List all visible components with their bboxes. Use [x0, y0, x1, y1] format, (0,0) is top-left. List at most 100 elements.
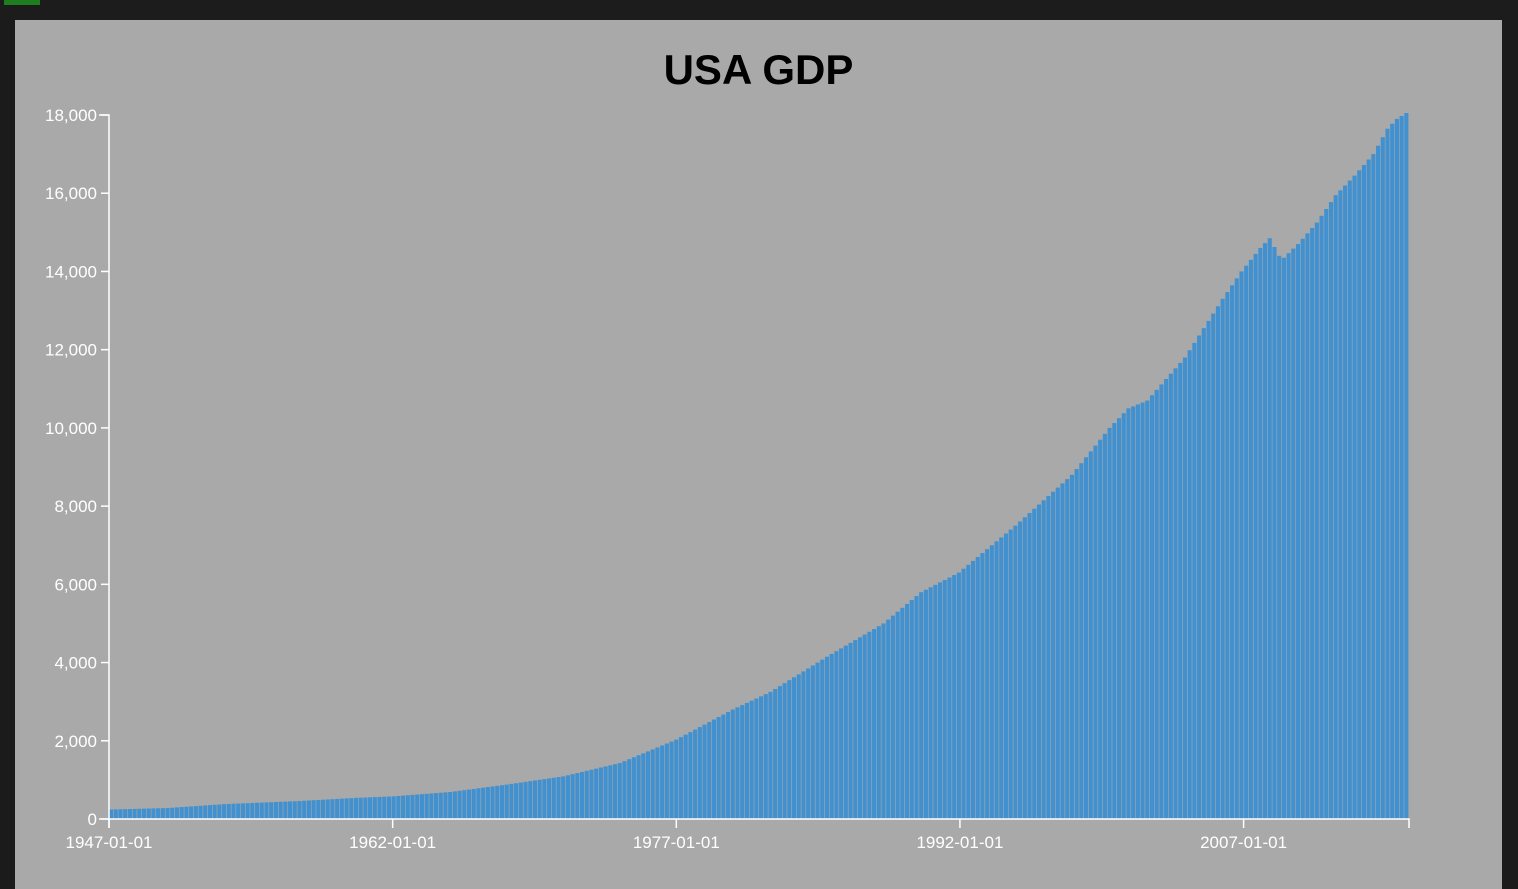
bar — [636, 755, 641, 819]
bar — [707, 722, 712, 819]
bar — [1060, 483, 1065, 819]
bar — [306, 800, 311, 819]
bar — [763, 694, 768, 819]
bar — [429, 793, 434, 819]
bar — [1258, 247, 1263, 820]
bar — [160, 808, 165, 819]
bar — [1036, 504, 1042, 819]
bar — [598, 767, 603, 819]
bar — [1013, 525, 1018, 819]
bar — [711, 719, 717, 819]
bar — [1159, 384, 1164, 819]
bar — [1032, 508, 1037, 819]
bar — [189, 806, 194, 819]
bar — [1371, 154, 1376, 820]
bar — [641, 753, 646, 819]
bar — [316, 799, 321, 819]
bar — [1305, 233, 1310, 819]
y-tick-label: 18,000 — [45, 106, 97, 125]
bar — [339, 798, 344, 819]
bar — [900, 607, 905, 819]
bar — [471, 788, 476, 819]
bar — [1079, 463, 1084, 819]
bar — [561, 776, 566, 819]
bar — [759, 696, 764, 819]
bar — [222, 804, 227, 819]
bar — [791, 677, 797, 819]
y-tick-label: 12,000 — [45, 341, 97, 360]
bar — [909, 600, 914, 819]
bar — [448, 792, 453, 819]
chart-svg: 0 2,000 4,000 6,000 8,000 10,000 12,000 14,000 1… — [45, 106, 1410, 852]
bar — [499, 785, 505, 819]
bar — [278, 801, 283, 819]
bar — [311, 800, 316, 819]
bar — [1164, 379, 1169, 819]
bar — [273, 801, 278, 819]
bar — [970, 560, 976, 819]
x-tick-label: 2007-01-01 — [1200, 833, 1287, 852]
x-tick-label: 1977-01-01 — [633, 833, 720, 852]
bar — [1376, 145, 1381, 820]
bar — [156, 808, 161, 819]
bar — [872, 629, 877, 819]
bar — [528, 781, 533, 819]
bar — [608, 765, 613, 819]
bar — [1390, 123, 1395, 819]
bar — [207, 805, 213, 819]
bar — [1098, 439, 1103, 819]
bar — [1267, 238, 1272, 819]
bar — [118, 809, 123, 819]
x-tick-label: 1992-01-01 — [916, 833, 1003, 852]
bar — [1385, 128, 1390, 819]
bar — [697, 727, 702, 819]
bar — [325, 799, 330, 819]
bar — [1230, 285, 1235, 819]
bar — [1399, 115, 1404, 820]
bar — [1201, 328, 1206, 819]
y-tick-label: 2,000 — [54, 732, 97, 751]
bar — [937, 582, 943, 819]
bar — [740, 705, 745, 819]
bar — [174, 807, 180, 819]
bar — [853, 640, 858, 819]
bar — [716, 717, 721, 819]
bar — [1239, 271, 1244, 819]
bar — [660, 745, 665, 819]
bar — [862, 634, 867, 819]
bar — [627, 759, 632, 819]
bar — [1286, 253, 1291, 820]
bar — [1126, 408, 1131, 819]
bar — [434, 793, 439, 819]
bar — [787, 680, 792, 819]
bar — [575, 773, 580, 819]
bar — [320, 799, 326, 819]
bar — [203, 805, 208, 819]
bar — [113, 809, 118, 819]
bar — [462, 790, 467, 819]
bar — [1022, 517, 1027, 819]
bar — [1069, 474, 1074, 819]
bar — [377, 796, 382, 819]
bar — [1051, 491, 1056, 819]
bar — [1065, 479, 1070, 819]
bar — [386, 796, 392, 819]
bar — [617, 763, 622, 819]
bar — [132, 808, 137, 819]
bar — [1404, 113, 1409, 820]
bar — [292, 801, 297, 819]
bar — [217, 804, 222, 819]
y-tick-label: 0 — [88, 810, 97, 829]
x-axis-line — [108, 818, 1410, 828]
bar — [1361, 164, 1367, 819]
bar — [688, 732, 693, 819]
bar — [942, 579, 947, 819]
bar — [542, 779, 547, 819]
bar — [975, 556, 980, 819]
bar — [594, 768, 599, 819]
bar — [1131, 406, 1136, 819]
bar — [612, 764, 618, 819]
chart-title: USA GDP — [663, 46, 854, 93]
bar — [1277, 255, 1282, 820]
bar — [547, 778, 552, 819]
